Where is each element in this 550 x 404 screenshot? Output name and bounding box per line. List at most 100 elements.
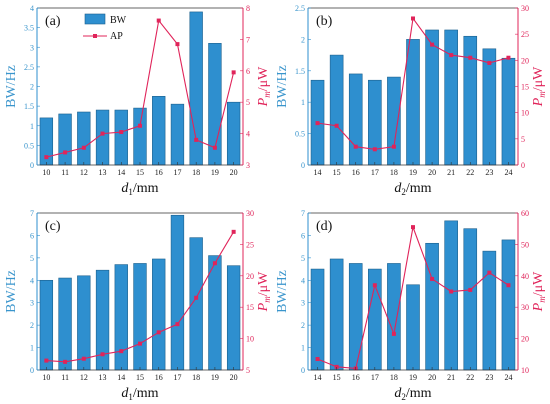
left-y-tick-label: 3 bbox=[30, 299, 34, 308]
right-y-tick-label: 20 bbox=[246, 272, 254, 281]
left-y-tick-label: 1 bbox=[30, 122, 34, 131]
right-y-tick-label: 40 bbox=[521, 272, 529, 281]
x-tick-label: 20 bbox=[230, 168, 238, 177]
left-y-tick-label: 4 bbox=[301, 276, 305, 285]
panel-label: (a) bbox=[45, 14, 61, 29]
x-tick-label: 19 bbox=[211, 373, 219, 382]
bw-bar bbox=[133, 107, 147, 166]
ap-point bbox=[391, 144, 396, 149]
left-y-tick-label: 2 bbox=[30, 83, 34, 92]
left-y-tick-label: 6 bbox=[301, 231, 305, 240]
bw-bar bbox=[58, 113, 72, 166]
legend-bw-label: BW bbox=[110, 15, 127, 26]
bw-bar bbox=[482, 48, 497, 166]
x-tick-label: 18 bbox=[192, 373, 200, 382]
left-y-tick-label: 2 bbox=[301, 35, 305, 44]
x-axis-label-sub: 2 bbox=[401, 392, 406, 402]
ap-point bbox=[411, 225, 415, 230]
x-axis-label-unit: /mm bbox=[406, 386, 432, 401]
right-y-tick-label: 20 bbox=[521, 56, 529, 65]
ap-point bbox=[353, 144, 358, 149]
right-y-axis-label-unit: /μW bbox=[531, 66, 546, 91]
x-tick-label: 19 bbox=[409, 373, 417, 382]
ap-point bbox=[81, 145, 86, 150]
ap-point bbox=[100, 131, 105, 136]
ap-point bbox=[119, 349, 124, 354]
ap-point bbox=[391, 331, 396, 336]
right-y-tick-label: 20 bbox=[521, 335, 529, 344]
left-y-tick-label: 1.5 bbox=[24, 102, 34, 111]
left-y-tick-label: 1 bbox=[301, 98, 305, 107]
left-y-tick-label: 2.5 bbox=[24, 63, 34, 72]
right-y-axis-label-var: P bbox=[531, 302, 546, 312]
x-axis-label: d2/mm bbox=[394, 181, 431, 197]
left-y-tick-label: 5 bbox=[301, 254, 305, 263]
x-tick-label: 15 bbox=[333, 168, 341, 177]
left-y-axis-label: BW/Hz bbox=[4, 65, 19, 108]
legend-ap-label: AP bbox=[110, 31, 123, 42]
ap-point bbox=[231, 229, 236, 234]
ap-point bbox=[506, 283, 511, 288]
bw-bar bbox=[77, 275, 91, 371]
x-tick-label: 13 bbox=[99, 168, 107, 177]
x-tick-label: 20 bbox=[428, 168, 436, 177]
ap-point bbox=[372, 147, 377, 152]
x-axis-label: d1/mm bbox=[121, 181, 158, 197]
bw-bar bbox=[329, 258, 344, 371]
x-axis-label-unit: /mm bbox=[133, 386, 159, 401]
right-y-axis-label-unit: /μW bbox=[531, 271, 546, 296]
left-y-tick-label: 4 bbox=[30, 4, 34, 13]
bw-bar bbox=[425, 242, 439, 371]
right-y-axis-label: Pm/μW bbox=[256, 66, 272, 107]
bw-bar bbox=[310, 268, 325, 371]
left-y-tick-label: 1 bbox=[301, 344, 305, 353]
right-y-tick-label: 10 bbox=[521, 366, 529, 375]
x-axis-label-sub: 1 bbox=[128, 392, 133, 402]
right-y-tick-label: 25 bbox=[521, 30, 529, 39]
right-y-tick-label: 5 bbox=[246, 366, 250, 375]
left-y-tick-label: 0 bbox=[30, 366, 34, 375]
ap-point bbox=[44, 358, 49, 363]
right-y-axis-label-var: P bbox=[256, 302, 271, 312]
x-tick-label: 12 bbox=[80, 373, 88, 382]
x-axis-label-var: d bbox=[394, 386, 402, 401]
left-y-axis-label: BW/Hz bbox=[4, 270, 19, 313]
x-tick-label: 17 bbox=[371, 168, 379, 177]
right-y-tick-label: 0 bbox=[521, 161, 525, 170]
x-tick-label: 12 bbox=[80, 168, 88, 177]
left-y-tick-label: 2 bbox=[301, 321, 305, 330]
x-tick-label: 22 bbox=[466, 373, 474, 382]
ap-point bbox=[372, 283, 377, 288]
left-y-axis-label: BW/Hz bbox=[275, 65, 290, 108]
bw-bar bbox=[39, 279, 54, 371]
x-tick-label: 20 bbox=[230, 373, 238, 382]
right-y-tick-label: 5 bbox=[521, 135, 525, 144]
bw-bar bbox=[58, 277, 72, 371]
right-y-axis-label-sub: m bbox=[537, 91, 547, 98]
left-y-tick-label: 0 bbox=[301, 161, 305, 170]
ap-point bbox=[63, 150, 68, 155]
x-tick-label: 19 bbox=[211, 168, 219, 177]
x-tick-label: 14 bbox=[117, 373, 125, 382]
x-tick-label: 24 bbox=[504, 373, 512, 382]
bw-bar bbox=[463, 228, 478, 371]
x-tick-label: 13 bbox=[99, 373, 107, 382]
left-y-tick-label: 0 bbox=[30, 161, 34, 170]
ap-point bbox=[411, 16, 415, 21]
bw-bar bbox=[170, 214, 185, 371]
ap-point bbox=[63, 359, 68, 364]
right-y-tick-label: 8 bbox=[246, 4, 250, 13]
x-tick-label: 20 bbox=[428, 373, 436, 382]
right-y-tick-label: 30 bbox=[521, 303, 529, 312]
ap-point bbox=[315, 357, 320, 362]
bw-bar bbox=[444, 29, 458, 166]
chart-panel-3: 10 11 12 13 14 15 16 17 18 19 20012345675101520253… bbox=[4, 209, 272, 402]
x-axis-label-unit: /mm bbox=[406, 181, 432, 196]
right-y-axis-label-sub: m bbox=[262, 296, 272, 303]
bw-bar bbox=[368, 79, 382, 166]
x-tick-label: 15 bbox=[136, 373, 144, 382]
ap-point bbox=[212, 261, 217, 266]
x-tick-label: 23 bbox=[485, 373, 493, 382]
x-axis-label-var: d bbox=[394, 181, 402, 196]
ap-point bbox=[468, 55, 473, 60]
